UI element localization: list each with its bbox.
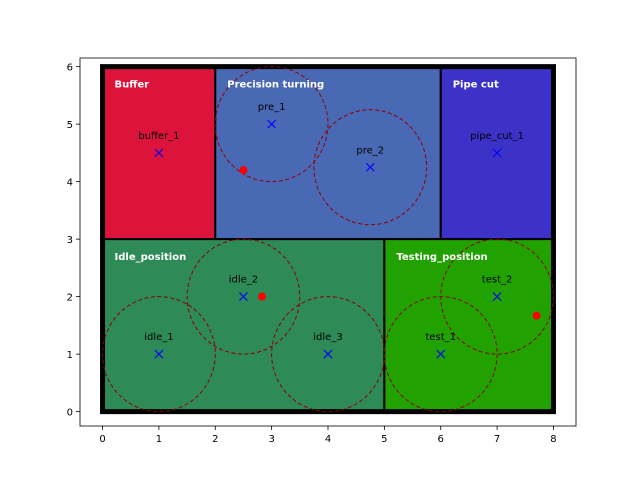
station-marker-pre-2 bbox=[365, 162, 375, 172]
marker-stroke bbox=[492, 148, 502, 158]
marker-stroke bbox=[154, 349, 164, 359]
station-label-pre-2: pre_2 bbox=[356, 145, 384, 156]
x-tick-label: 0 bbox=[99, 434, 105, 445]
station-marker-test-1 bbox=[436, 349, 446, 359]
station-label-idle-3: idle_3 bbox=[313, 332, 342, 343]
station-label-test-2: test_2 bbox=[482, 275, 513, 286]
marker-stroke bbox=[365, 162, 375, 172]
x-tick-label: 4 bbox=[325, 434, 331, 445]
range-circle-pre-1 bbox=[214, 66, 329, 183]
range-circle-test-2 bbox=[440, 238, 554, 355]
red-point-3 bbox=[532, 311, 541, 320]
x-tick-label: 2 bbox=[212, 434, 218, 445]
station-marker-pipe-cut-1 bbox=[492, 148, 502, 158]
region-precision-turning bbox=[214, 65, 442, 241]
region-label-buffer: Buffer bbox=[115, 80, 150, 91]
station-label-idle-1: idle_1 bbox=[144, 332, 173, 343]
region-idle-position bbox=[101, 238, 386, 413]
region-label-idle-position: Idle_position bbox=[115, 252, 187, 263]
axes-layer: 0 1 2 3 4 5 6 7 8 0 1 2 3 4 5 6 bbox=[67, 57, 577, 445]
station-marker-idle-1 bbox=[154, 349, 164, 359]
red-point-1 bbox=[239, 166, 248, 175]
circles-layer bbox=[102, 66, 554, 413]
region-label-testing-position: Testing_position bbox=[396, 252, 487, 263]
station-marker-buffer-1 bbox=[154, 148, 164, 158]
red-point-2 bbox=[258, 292, 267, 301]
station-label-pipe-cut-1: pipe_cut_1 bbox=[470, 131, 524, 142]
y-tick-label: 0 bbox=[67, 408, 73, 419]
x-tick-label: 8 bbox=[550, 434, 556, 445]
station-label-buffer-1: buffer_1 bbox=[138, 131, 179, 142]
y-tick-label: 6 bbox=[67, 63, 73, 74]
y-tick-label: 2 bbox=[67, 293, 73, 304]
region-label-pipe-cut: Pipe cut bbox=[453, 80, 499, 91]
markers-layer bbox=[154, 119, 541, 359]
station-marker-test-2 bbox=[492, 292, 502, 302]
range-circle-idle-1 bbox=[102, 296, 216, 413]
x-tick-label: 6 bbox=[438, 434, 444, 445]
station-label-test-1: test_1 bbox=[425, 332, 456, 343]
marker-stroke bbox=[492, 292, 502, 302]
x-tick-label: 3 bbox=[268, 434, 274, 445]
x-tick-label: 1 bbox=[156, 434, 162, 445]
labels-layer: Buffer Precision turning Pipe cut Idle_posi… bbox=[115, 80, 524, 344]
station-marker-pre-1 bbox=[267, 119, 277, 129]
marker-stroke bbox=[323, 349, 333, 359]
x-tick-label: 7 bbox=[494, 434, 500, 445]
station-marker-idle-2 bbox=[239, 292, 248, 302]
y-tick-label: 4 bbox=[67, 178, 73, 189]
station-marker-idle-3 bbox=[323, 349, 333, 359]
outer-border bbox=[100, 64, 556, 415]
region-label-precision-turning: Precision turning bbox=[227, 80, 324, 91]
marker-stroke bbox=[154, 148, 164, 158]
x-tick-label: 5 bbox=[381, 434, 387, 445]
range-circle-pre-2 bbox=[313, 109, 428, 226]
station-label-pre-1: pre_1 bbox=[258, 102, 286, 113]
outer-border-layer bbox=[100, 64, 556, 415]
region-testing-position bbox=[383, 238, 555, 413]
marker-stroke bbox=[239, 292, 248, 302]
station-label-idle-2: idle_2 bbox=[229, 275, 258, 286]
range-circle-idle-2 bbox=[186, 238, 301, 355]
y-tick-label: 1 bbox=[67, 350, 73, 361]
marker-stroke bbox=[267, 119, 277, 129]
marker-stroke bbox=[436, 349, 446, 359]
y-tick-label: 3 bbox=[67, 235, 73, 246]
y-tick-label: 5 bbox=[67, 120, 73, 131]
